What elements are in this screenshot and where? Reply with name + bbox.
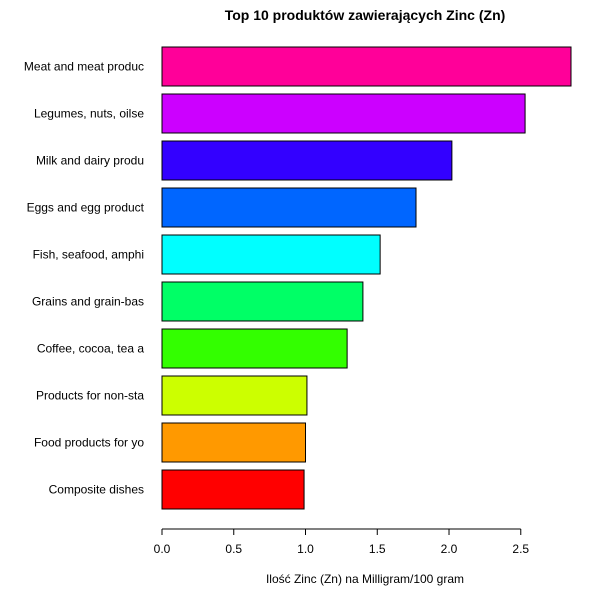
x-axis: 0.0 0.5 1.0 1.5 2.0 2.5	[154, 529, 530, 556]
x-tick-label: 0.5	[225, 542, 242, 556]
bar-10	[162, 470, 304, 509]
category-label: Fish, seafood, amphi	[33, 248, 144, 262]
category-label: Grains and grain-bas	[32, 295, 144, 309]
x-tick-label: 1.0	[297, 542, 314, 556]
bars-group	[162, 47, 571, 509]
category-labels: Meat and meat produc Legumes, nuts, oilse…	[24, 60, 145, 497]
bar-5	[162, 235, 380, 274]
chart-title: Top 10 produktów zawierających Zinc (Zn)	[225, 7, 506, 23]
category-label: Milk and dairy produ	[36, 154, 144, 168]
category-label: Products for non-sta	[36, 389, 144, 403]
bar-8	[162, 376, 307, 415]
category-label: Meat and meat produc	[24, 60, 144, 74]
bar-6	[162, 282, 363, 321]
category-label: Legumes, nuts, oilse	[34, 107, 144, 121]
category-label: Eggs and egg product	[27, 201, 145, 215]
bar-4	[162, 188, 416, 227]
x-axis-label: Ilość Zinc (Zn) na Milligram/100 gram	[266, 572, 464, 586]
x-tick-label: 2.0	[441, 542, 458, 556]
x-tick-label: 1.5	[369, 542, 386, 556]
category-label: Composite dishes	[49, 483, 144, 497]
x-tick-label: 2.5	[512, 542, 529, 556]
bar-1	[162, 47, 571, 86]
category-label: Food products for yo	[34, 436, 144, 450]
x-tick-label: 0.0	[154, 542, 171, 556]
bar-9	[162, 423, 306, 462]
bar-2	[162, 94, 525, 133]
bar-7	[162, 329, 347, 368]
category-label: Coffee, cocoa, tea a	[37, 342, 145, 356]
bar-3	[162, 141, 452, 180]
